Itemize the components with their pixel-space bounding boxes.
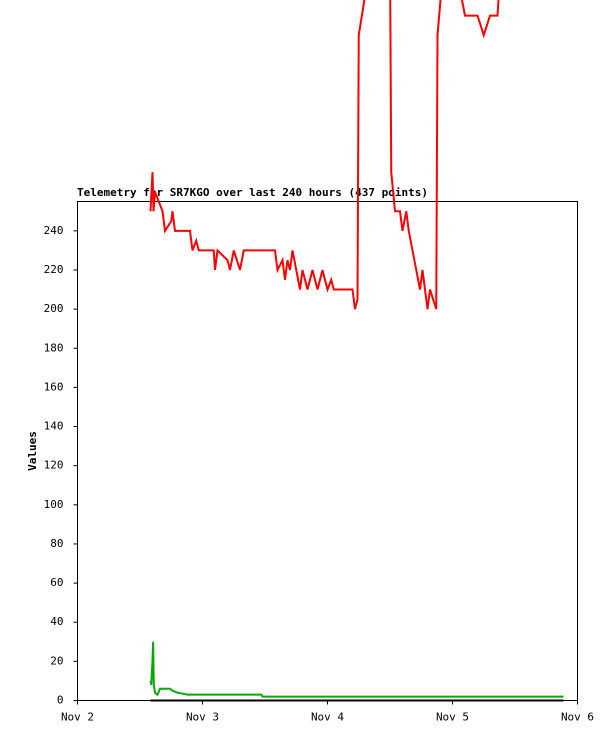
data-line [149,641,564,698]
chart-title: Telemetry for SR7KGO over last 240 hours… [77,186,428,199]
data-line [149,0,500,310]
x-tick-label: Nov 2 [61,711,94,724]
plot-frame [77,201,578,701]
y-tick-label: 160 [44,380,64,393]
x-tick-label: Nov 4 [311,711,344,724]
y-tick-label: 220 [44,263,64,276]
x-tick-label: Nov 3 [186,711,219,724]
y-tick-label: 120 [44,459,64,472]
y-tick-label: 60 [50,576,63,589]
y-tick-label: 240 [44,224,64,237]
y-axis-label: Values [26,431,39,471]
y-tick-label: 140 [44,420,64,433]
y-tick-label: 80 [50,537,63,550]
y-tick-label: 200 [44,302,64,315]
y-tick-label: 180 [44,341,64,354]
x-tick-label: Nov 5 [436,711,469,724]
y-tick-label: 0 [57,694,64,707]
y-tick-label: 20 [50,654,63,667]
x-tick-label: Nov 6 [561,711,594,724]
y-tick-label: 40 [50,615,63,628]
y-tick-label: 100 [44,498,64,511]
